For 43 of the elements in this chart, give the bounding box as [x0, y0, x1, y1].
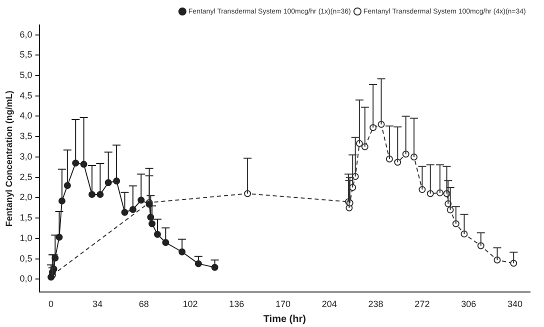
point — [96, 190, 104, 198]
x-tick-label: 68 — [138, 299, 149, 310]
x-tick-label: 102 — [182, 299, 198, 310]
y-tick-label: 3,0 — [20, 151, 32, 162]
point — [129, 206, 136, 214]
point — [211, 264, 218, 271]
point — [64, 182, 71, 189]
y-tick-label: 4,5 — [20, 90, 32, 100]
y-tick-label: 0,0 — [20, 274, 32, 284]
y-tick-label: 3,5 — [20, 131, 32, 142]
y-tick-label: 6,0 — [20, 29, 32, 40]
x-tick-label: 34 — [92, 299, 102, 310]
point — [121, 208, 128, 216]
point — [162, 239, 170, 246]
x-tick-label: 272 — [414, 299, 430, 310]
point — [72, 160, 80, 167]
y-tick-label: 2,0 — [20, 192, 32, 202]
point — [194, 260, 202, 268]
y-tick-label: 0,5 — [20, 253, 32, 264]
y-tick-label: 4,0 — [20, 110, 32, 121]
y-tick-label: 2,5 — [20, 172, 32, 182]
point — [104, 179, 112, 186]
x-tick-label: 170 — [276, 299, 291, 310]
y-tick-label: 1,5 — [20, 212, 32, 223]
x-tick-label: 136 — [229, 299, 244, 310]
y-axis-title: Fentanyl Concentration (ng/mL) — [4, 90, 14, 227]
y-tick-label: 5,5 — [20, 50, 32, 60]
x-axis-title: Time (hr) — [263, 314, 306, 325]
point — [148, 220, 156, 228]
point — [178, 248, 186, 256]
point — [113, 178, 120, 185]
x-tick-label: 238 — [368, 299, 384, 310]
x-tick-label: 340 — [507, 299, 523, 310]
x-tick-label: 204 — [322, 299, 337, 310]
point — [370, 124, 377, 132]
x-tick-label: 306 — [461, 299, 476, 310]
y-tick-label: 5,0 — [20, 70, 32, 80]
point — [88, 190, 96, 198]
x-tick-label: 0 — [48, 299, 54, 310]
point — [138, 196, 145, 204]
y-tick-label: 1,0 — [20, 232, 32, 243]
point — [58, 197, 66, 204]
point — [154, 230, 161, 238]
